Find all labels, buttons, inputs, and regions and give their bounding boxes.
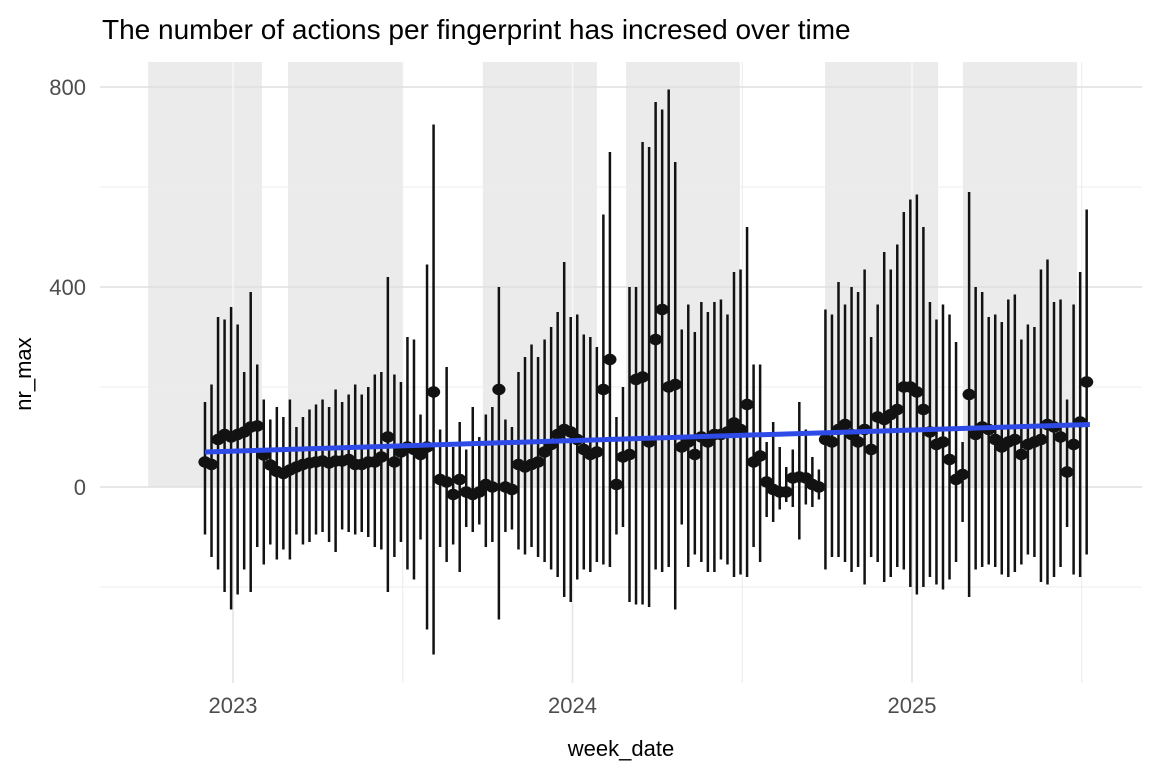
data-point — [453, 473, 467, 486]
data-point — [505, 483, 519, 496]
data-point — [1060, 466, 1074, 478]
data-point — [942, 453, 957, 466]
data-point — [936, 436, 950, 448]
data-point — [426, 386, 441, 398]
data-point — [440, 476, 454, 488]
data-point — [609, 478, 624, 491]
data-point — [635, 371, 650, 383]
data-point — [381, 431, 395, 443]
data-point — [812, 481, 826, 493]
data-point — [655, 303, 669, 316]
y-tick-label: 400 — [49, 275, 86, 300]
data-point — [374, 451, 388, 463]
data-point — [733, 423, 748, 436]
data-point — [838, 418, 852, 431]
data-point — [485, 481, 499, 493]
data-point — [753, 450, 767, 462]
data-point — [603, 353, 617, 366]
data-point — [962, 388, 976, 401]
y-tick-label: 0 — [74, 475, 86, 500]
data-point — [531, 456, 545, 468]
data-point — [864, 443, 878, 456]
x-tick-label: 2024 — [548, 693, 597, 718]
data-point — [825, 436, 839, 448]
data-point — [688, 448, 702, 461]
data-point — [668, 378, 682, 391]
data-point — [590, 446, 604, 458]
data-point — [955, 468, 970, 481]
data-point — [1067, 438, 1081, 451]
data-point — [204, 458, 219, 471]
data-point — [916, 403, 930, 416]
data-point — [910, 386, 924, 398]
y-axis-title: nr_max — [11, 337, 36, 411]
data-point — [890, 403, 904, 416]
data-point — [250, 420, 264, 432]
data-point — [1014, 448, 1028, 461]
data-point — [1034, 433, 1048, 446]
data-point — [851, 436, 865, 448]
shaded-period-band — [287, 62, 403, 487]
data-point — [596, 383, 610, 396]
x-axis-title: week_date — [567, 736, 675, 761]
chart-title: The number of actions per fingerprint ha… — [102, 14, 851, 45]
data-point — [492, 383, 506, 396]
x-tick-label: 2025 — [888, 693, 937, 718]
data-point — [649, 333, 663, 346]
x-tick-label: 2023 — [209, 693, 258, 718]
data-point — [779, 486, 793, 498]
y-tick-label: 800 — [49, 75, 86, 100]
trend-line — [204, 422, 1090, 455]
data-point — [446, 488, 460, 501]
data-point — [622, 448, 637, 461]
data-point — [387, 456, 401, 468]
data-point — [1053, 431, 1068, 443]
data-point — [740, 398, 754, 411]
data-point — [1008, 433, 1022, 446]
data-point — [1080, 376, 1094, 388]
